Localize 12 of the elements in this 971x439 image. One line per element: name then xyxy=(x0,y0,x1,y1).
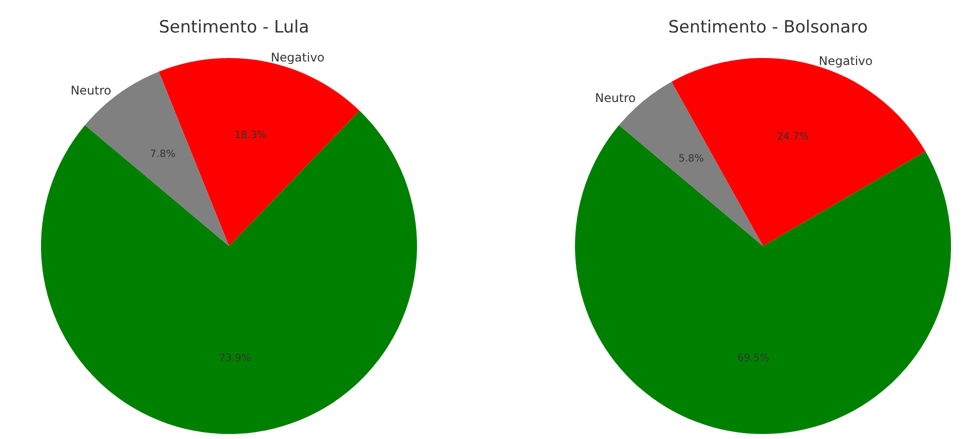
data-label: 18.3% xyxy=(234,130,266,141)
data-label: 7.8% xyxy=(150,149,176,160)
slice-label: Neutro xyxy=(595,90,636,105)
data-label: 5.8% xyxy=(678,154,704,165)
data-label: 73.9% xyxy=(219,353,251,364)
chart-title: Sentimento - Bolsonaro xyxy=(668,18,868,38)
data-label: 69.5% xyxy=(737,352,770,364)
slice-label: Neutro xyxy=(70,84,112,98)
chart-title: Sentimento - Lula xyxy=(158,18,310,38)
slice-label: Negativo xyxy=(270,50,325,65)
slice-label: Negativo xyxy=(818,54,873,68)
data-label: 24.7% xyxy=(776,132,809,143)
